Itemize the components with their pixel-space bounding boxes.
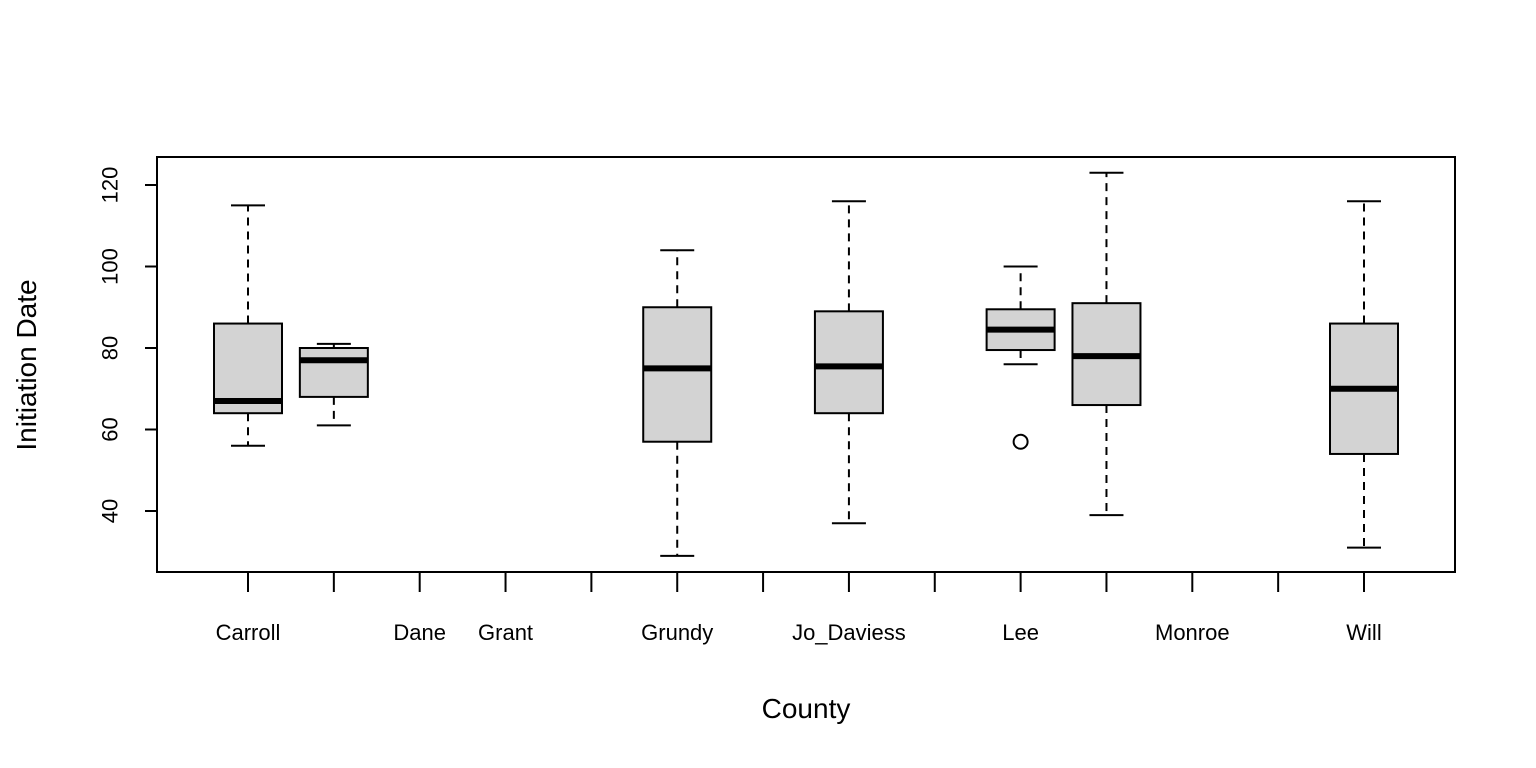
iqr-box <box>298 347 369 398</box>
x-axis-title: County <box>762 693 851 724</box>
x-tick-label: Monroe <box>1155 620 1230 645</box>
box-group <box>985 265 1056 450</box>
x-tick-label: Will <box>1346 620 1381 645</box>
iqr-box <box>813 310 884 415</box>
y-tick-label: 60 <box>98 417 123 441</box>
y-axis: 40 60 80 100 120 <box>98 167 157 523</box>
x-tick-label: Dane <box>393 620 446 645</box>
x-tick-label: Grundy <box>641 620 713 645</box>
x-tick-label: Jo_Daviess <box>792 620 906 645</box>
box-group <box>213 204 283 447</box>
y-tick-label: 40 <box>98 499 123 523</box>
box-group <box>298 342 369 427</box>
y-tick-label: 80 <box>98 336 123 360</box>
plot-frame <box>156 156 1456 573</box>
box-group <box>1071 171 1142 517</box>
y-axis-title: Initiation Date <box>11 279 42 450</box>
boxes <box>213 171 1399 557</box>
y-tick-label: 100 <box>98 248 123 285</box>
iqr-box <box>642 306 713 443</box>
x-axis: Carroll Dane Grant Grundy Jo_Daviess Lee Monro… <box>216 572 1382 645</box>
x-tick-label: Lee <box>1002 620 1039 645</box>
outlier-point <box>1012 433 1029 450</box>
x-tick-label: Grant <box>478 620 533 645</box>
x-tick-label: Carroll <box>216 620 281 645</box>
y-tick-label: 120 <box>98 167 123 204</box>
box-group <box>813 200 884 525</box>
box-group <box>1329 200 1399 549</box>
box-group <box>642 249 713 557</box>
